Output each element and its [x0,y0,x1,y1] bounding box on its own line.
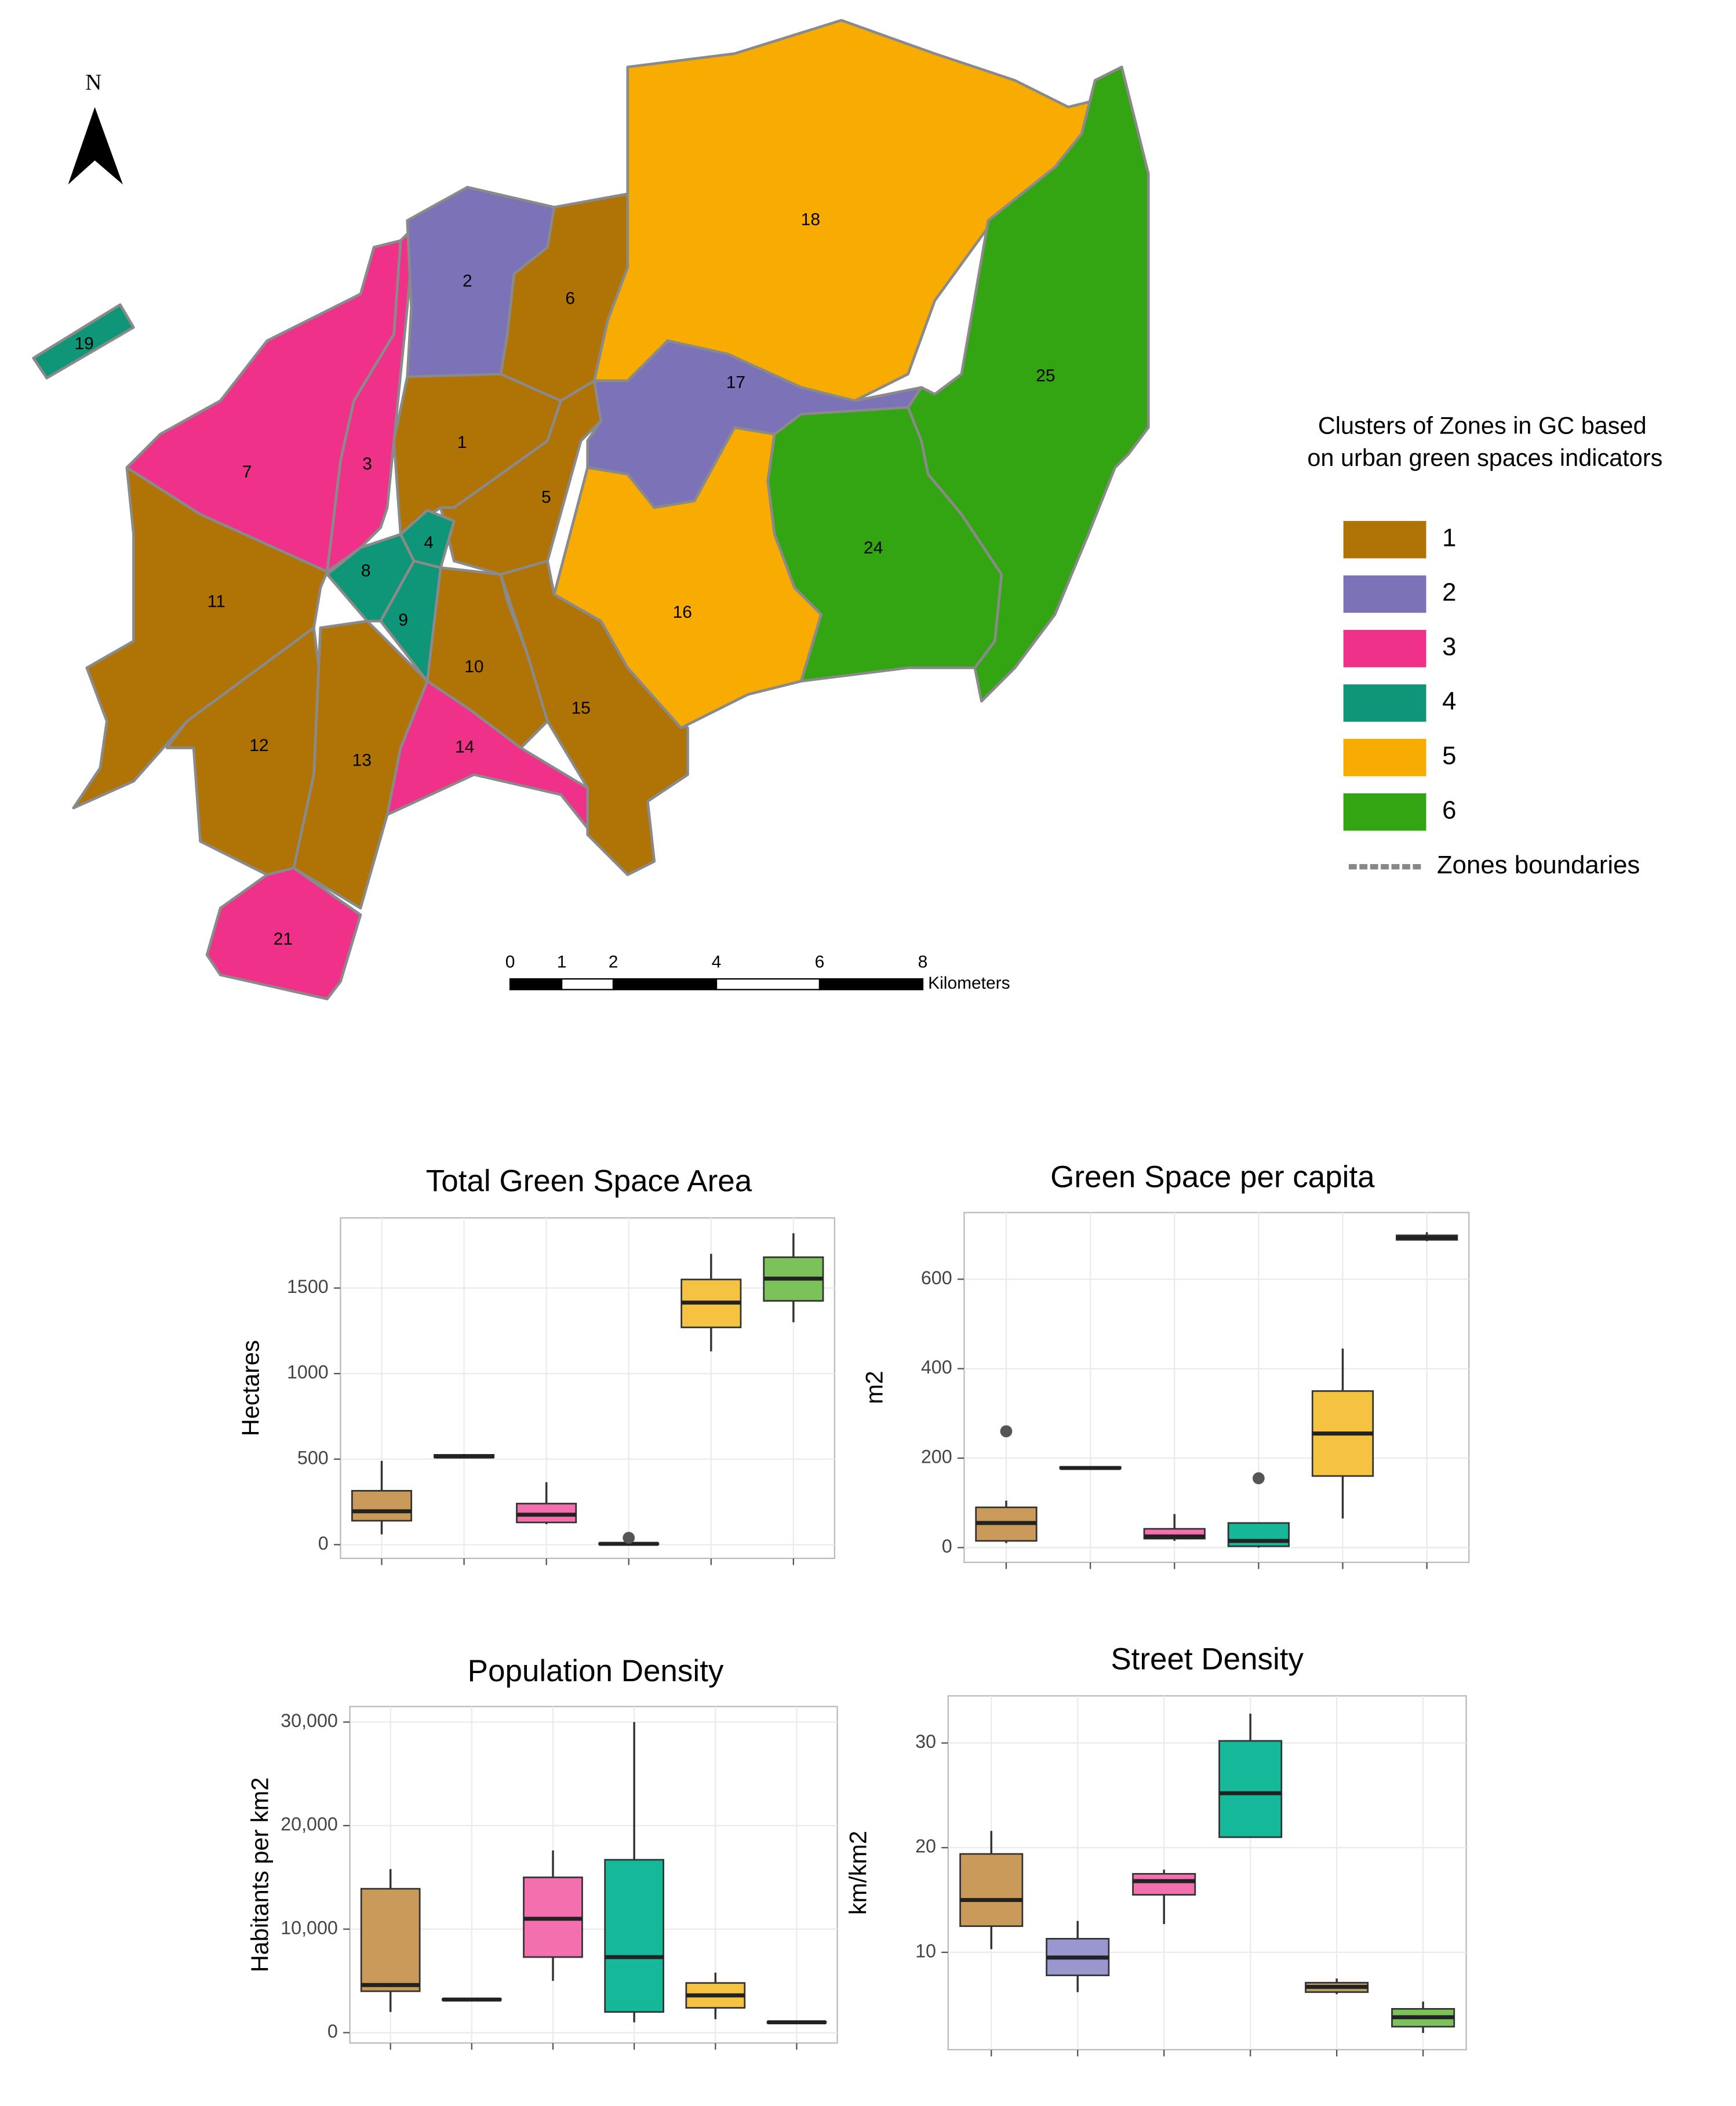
scale-label: 4 [712,952,722,971]
box [959,1853,1024,1928]
y-tick-label: 0 [327,2021,338,2042]
north-arrow [68,107,123,185]
zone-label: 25 [1036,366,1055,385]
box [604,1859,664,2013]
scale-label: 8 [918,952,928,971]
zone-label: 12 [249,736,268,755]
zone [326,225,416,573]
scale-segment [818,978,924,990]
legend-label: 3 [1442,633,1456,661]
outlier [1253,1472,1265,1485]
outlier [1000,1425,1013,1438]
zone-label: 16 [673,603,692,622]
plot-frame [340,1217,836,1560]
legend-swatch [1343,520,1426,559]
y-tick-label: 1000 [287,1362,329,1383]
zone-label: 9 [398,611,408,630]
zone-label: 14 [455,737,474,756]
y-tick-label: 20,000 [281,1814,338,1835]
y-tick-label: 20 [915,1836,936,1857]
y-tick-label: 30,000 [281,1710,338,1731]
map: 19 7 3 2 6 1 5 4 8 9 11 12 13 10 14 15 2… [32,19,1662,1000]
scale-label: 0 [505,952,515,971]
zone-label: 5 [541,488,551,507]
zone [72,466,329,810]
legend-label: Zones boundaries [1437,851,1640,879]
zone-label: 3 [362,454,372,473]
legend-swatch [1343,629,1426,668]
outlier [623,1532,635,1544]
y-tick-label: 0 [942,1536,952,1557]
box [360,1888,421,1992]
zone-label: 10 [464,657,483,676]
scale-label: 6 [815,952,825,971]
legend-label: 5 [1442,742,1456,770]
zone-label: 6 [565,289,575,308]
zone-label: 17 [726,373,745,392]
legend-label: 1 [1442,524,1456,552]
zone-label: 8 [361,561,371,580]
y-tick-label: 400 [921,1357,952,1378]
zone-label: 11 [208,592,225,611]
plot-frame [349,1706,838,2044]
north-label: N [85,70,101,95]
chart-title: Green Space per capita [1050,1160,1375,1194]
y-axis-label: km/km2 [845,1831,872,1915]
legend-title: on urban green spaces indicators [1307,444,1662,471]
y-tick-label: 500 [297,1447,329,1468]
scale-segment [561,978,614,990]
zone-label: 15 [572,699,591,718]
y-tick-label: 1500 [287,1276,329,1297]
box [1218,1740,1283,1838]
scale-segment [509,978,563,990]
plot-frame [947,1695,1467,2050]
y-tick-label: 200 [921,1446,952,1467]
y-tick-label: 10,000 [281,1917,338,1938]
zone-label: 2 [463,271,472,290]
scale-segment [612,978,718,990]
legend-swatch [1343,575,1426,613]
zone [32,303,135,380]
legend-title: Clusters of Zones in GC based [1318,412,1647,439]
zone [205,866,362,1000]
zone-label: 7 [242,462,252,482]
zone-label: 21 [274,930,293,949]
scale-unit: Kilometers [928,974,1010,993]
y-tick-label: 600 [921,1267,952,1288]
legend-label: 2 [1442,578,1456,607]
legend-swatch [1343,684,1426,722]
zone [907,65,1150,703]
y-axis-label: Habitants per km2 [246,1777,274,1972]
y-tick-label: 10 [915,1940,936,1961]
y-axis-label: Hectares [236,1340,264,1436]
zone-label: 24 [864,538,883,558]
legend-label: 6 [1442,796,1456,825]
box [1132,1872,1196,1896]
legend-swatch [1343,793,1426,831]
box [351,1490,413,1522]
zone-label: 19 [74,334,93,354]
scale-segment [715,978,821,990]
chart-title: Population Density [468,1654,724,1688]
zone-label: 13 [352,751,372,770]
chart-title: Total Green Space Area [426,1164,752,1198]
y-tick-label: 0 [318,1533,329,1554]
scale-label: 1 [557,952,567,971]
y-axis-label: m2 [860,1371,887,1404]
zone-label: 18 [801,210,820,229]
y-tick-label: 30 [915,1731,936,1752]
legend-swatch [1343,738,1426,777]
chart-title: Street Density [1111,1642,1304,1676]
legend-label: 4 [1442,687,1456,716]
zone-label: 1 [457,433,467,452]
scale-label: 2 [609,952,618,971]
zone-label: 4 [424,533,434,552]
plot-frame [963,1212,1470,1564]
